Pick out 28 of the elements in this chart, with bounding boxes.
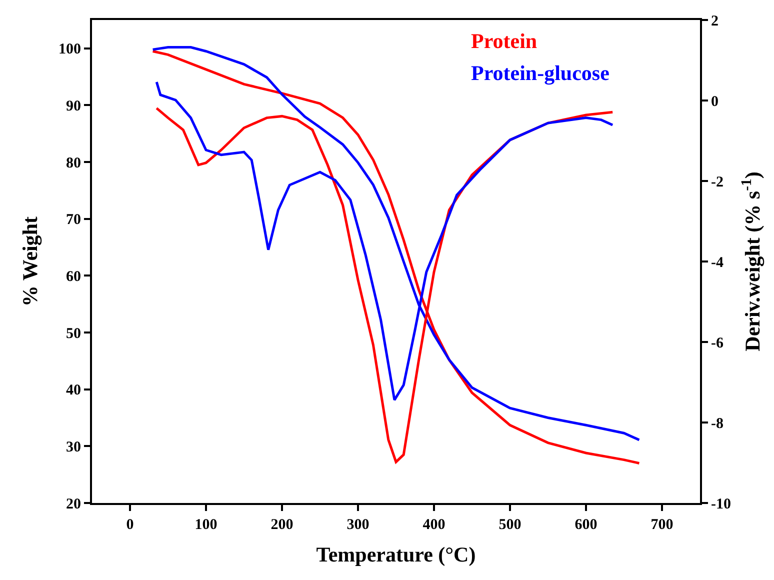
y-tick-label: 60 xyxy=(66,268,81,285)
y2-tick-label: 0 xyxy=(711,94,718,110)
text: Protein-glucose xyxy=(471,61,610,85)
y-tick-label: 70 xyxy=(66,212,81,228)
y-tick-label: 80 xyxy=(66,155,81,172)
x-tick-label: 700 xyxy=(650,517,674,533)
x-tick-label: 0 xyxy=(126,517,134,533)
y2-tick-label: -8 xyxy=(711,416,724,432)
y-tick-label: 90 xyxy=(66,98,81,114)
y-tick-label: 50 xyxy=(66,326,81,342)
y-axis-title: % Weight xyxy=(18,216,42,307)
y-tick-label: 40 xyxy=(66,382,81,399)
y-tick-label: 20 xyxy=(66,496,81,512)
x-axis-title: Temperature (°C) xyxy=(316,542,476,567)
y2-tick-label: -4 xyxy=(711,254,724,271)
x-tick-label: 400 xyxy=(422,517,446,533)
x-tick-label: 600 xyxy=(574,517,598,533)
x-tick-label: 100 xyxy=(194,517,218,533)
x-tick-label: 500 xyxy=(498,517,522,533)
y-tick-label: 100 xyxy=(58,42,81,58)
y2-tick-label: -10 xyxy=(711,496,731,512)
y2-tick-label: -2 xyxy=(711,174,724,190)
text: Protein xyxy=(471,29,538,53)
y2-tick-label: 2 xyxy=(711,13,718,30)
x-tick-label: 300 xyxy=(346,517,370,533)
y-tick-label: 30 xyxy=(66,439,81,456)
x-tick-label: 200 xyxy=(270,517,294,533)
y2-tick-label: -6 xyxy=(711,335,724,352)
